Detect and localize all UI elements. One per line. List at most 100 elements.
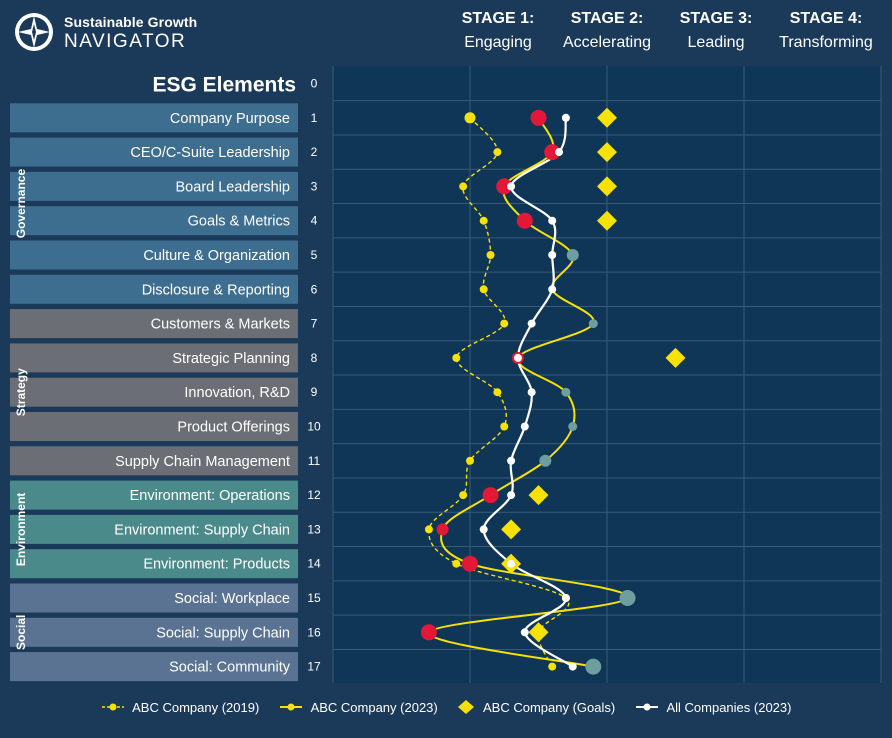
category-bar: [10, 514, 298, 544]
category-label: Environment: Supply Chain: [114, 522, 290, 538]
point-abc-goals: [597, 176, 617, 197]
point-abc-goals: [597, 142, 617, 163]
category-label: Customers & Markets: [151, 317, 290, 333]
row-number: 0: [311, 77, 318, 91]
row-number: 4: [311, 214, 318, 228]
stage-3-header: STAGE 3: Leading: [661, 9, 771, 57]
row-number: 6: [311, 282, 318, 296]
point-abc-2019: [500, 319, 509, 328]
category-bar: [10, 583, 298, 613]
point-abc-2023: [539, 454, 552, 467]
row-number: 10: [307, 420, 321, 434]
point-all-companies: [507, 559, 516, 568]
category-label: CEO/C-Suite Leadership: [130, 145, 290, 161]
point-abc-2019: [486, 251, 495, 259]
row-number: 2: [311, 145, 318, 159]
point-abc-2023: [585, 658, 602, 675]
point-all-companies: [561, 594, 570, 602]
category-label: Board Leadership: [176, 179, 290, 195]
stage-4-name: Transforming: [779, 34, 873, 51]
point-abc-2023: [566, 249, 579, 261]
stage-2-header: STAGE 2: Accelerating: [552, 9, 662, 57]
category-label: Disclosure & Reporting: [142, 282, 290, 298]
point-abc-2019: [479, 285, 488, 294]
point-abc-2019: [459, 182, 468, 191]
point-abc-2019: [493, 388, 502, 397]
legend-marker-goals-diamond-icon: [458, 700, 475, 715]
legend-item-all-companies: All Companies (2023): [635, 699, 791, 715]
row-number: 12: [307, 488, 321, 502]
point-all-companies: [507, 491, 516, 500]
row-number: 5: [311, 248, 318, 262]
legend-item-abc-goals: ABC Company (Goals): [457, 699, 615, 715]
stage-1-name: Engaging: [464, 34, 532, 51]
row-number: 15: [307, 591, 321, 605]
point-abc-goals: [501, 519, 522, 540]
point-abc-2019: [479, 216, 488, 225]
category-label: Social: Workplace: [174, 591, 290, 607]
chart-title: ESG Elements: [152, 74, 296, 97]
point-all-companies: [561, 113, 570, 122]
legend-item-abc-2019: ABC Company (2019): [101, 699, 260, 715]
category-label: Social: Supply Chain: [156, 625, 290, 641]
point-abc-2019: [459, 491, 468, 500]
category-label: Innovation, R&D: [184, 385, 290, 401]
row-number: 14: [307, 557, 321, 571]
point-all-companies: [507, 182, 516, 191]
point-abc-2023: [568, 422, 578, 431]
legend-marker-all-companies-icon: [635, 703, 658, 711]
point-all-companies: [555, 148, 564, 157]
category-bar: [10, 206, 298, 236]
category-bar: [10, 617, 298, 647]
point-abc-2019: [548, 662, 557, 671]
category-bar: [10, 103, 298, 133]
legend-label-abc-2023: ABC Company (2023): [310, 699, 438, 715]
stage-4-title: STAGE 4:: [789, 10, 863, 27]
category-bar: [10, 446, 298, 476]
point-abc-2019: [466, 456, 474, 465]
point-all-companies: [527, 319, 536, 328]
row-number: 7: [311, 317, 318, 331]
stage-1-title: STAGE 1:: [461, 10, 535, 27]
category-label: Product Offerings: [177, 420, 290, 436]
category-bar: [10, 171, 298, 201]
group-label: Environment: [14, 493, 28, 566]
point-abc-goals: [597, 107, 617, 128]
category-bar: [10, 309, 298, 339]
row-number: 3: [311, 179, 318, 193]
category-label: Supply Chain Management: [115, 454, 290, 470]
group-label: Governance: [14, 169, 28, 239]
point-abc-2023: [619, 590, 636, 606]
category-label: Culture & Organization: [143, 248, 290, 264]
point-all-companies: [520, 628, 529, 637]
legend-marker-abc-2023-icon: [279, 703, 302, 711]
group-label: Strategy: [14, 368, 28, 416]
point-all-companies: [513, 353, 522, 362]
point-all-companies: [507, 456, 516, 465]
legend: ABC Company (2019) ABC Company (2023) AB…: [0, 698, 892, 715]
point-abc-2023: [561, 387, 571, 397]
legend-item-abc-2023: ABC Company (2023): [279, 699, 438, 715]
point-all-companies: [568, 662, 577, 671]
point-all-companies: [527, 388, 536, 397]
stage-3-title: STAGE 3:: [679, 10, 753, 27]
point-abc-goals: [597, 210, 617, 231]
stage-3-name: Leading: [687, 34, 745, 51]
point-abc-2023: [462, 555, 478, 572]
row-number: 8: [311, 351, 318, 365]
row-number: 17: [307, 660, 321, 674]
category-label: Environment: Operations: [130, 488, 290, 504]
point-all-companies: [548, 251, 557, 259]
row-number: 1: [311, 111, 318, 125]
stage-4-header: STAGE 4: Transforming: [771, 9, 881, 57]
point-abc-2019: [452, 353, 461, 362]
brand-bottom: NAVIGATOR: [64, 31, 187, 52]
category-label: Company Purpose: [170, 111, 290, 127]
legend-label-abc-2019: ABC Company (2019): [132, 699, 260, 715]
point-all-companies: [520, 422, 529, 431]
category-bar: [10, 137, 298, 167]
point-abc-goals: [528, 622, 549, 643]
point-abc-2023: [588, 319, 598, 329]
point-abc-2019: [424, 525, 433, 534]
